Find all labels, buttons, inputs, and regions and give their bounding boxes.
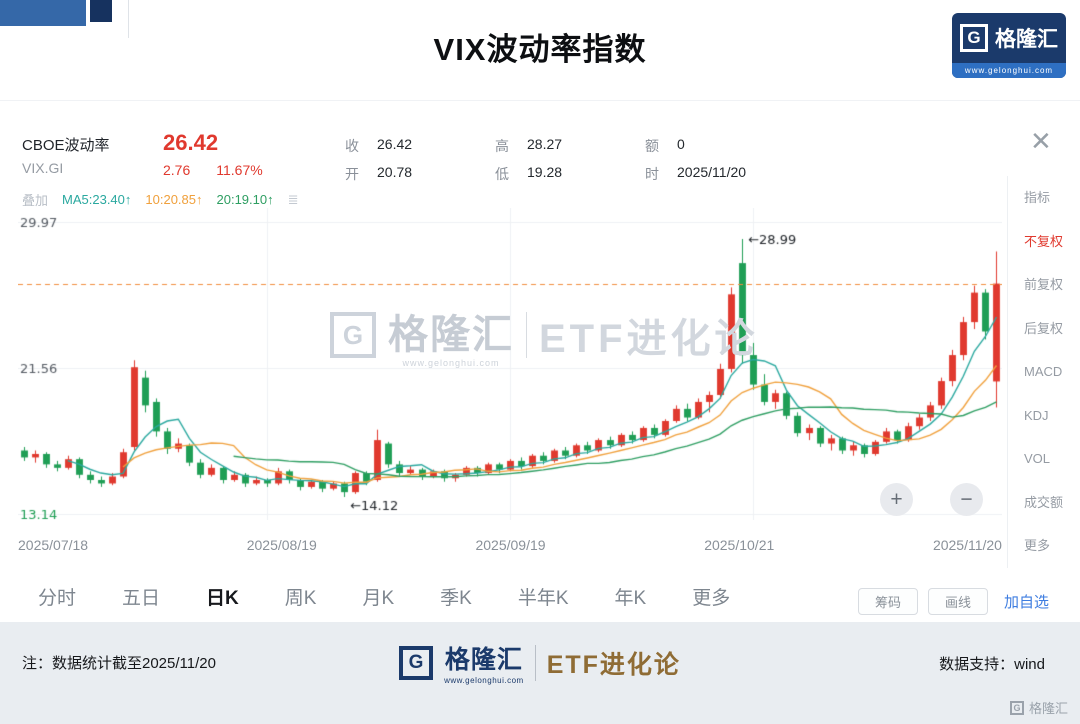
last-price: 26.42: [163, 130, 219, 155]
footer-note: 注：数据统计截至2025/11/20: [22, 655, 216, 672]
logo-url-text: www.gelonghui.com: [952, 63, 1066, 78]
sidebar-item-forward-adjust[interactable]: 前复权: [1024, 277, 1064, 292]
sidebar-item-backward-adjust[interactable]: 后复权: [1024, 320, 1064, 336]
x-tick: 2025/08/19: [246, 537, 317, 553]
candlestick-chart[interactable]: [18, 208, 1002, 520]
tab-daily-k[interactable]: 日K: [206, 588, 239, 609]
sidebar-item-indicator[interactable]: 指标: [1024, 190, 1051, 205]
gelonghui-logo: G 格隆汇 www.gelonghui.com: [952, 13, 1066, 78]
sidebar-item-vol[interactable]: VOL: [1024, 451, 1051, 466]
zoom-in-button[interactable]: +: [880, 483, 913, 516]
data-support: 数据支持：wind: [939, 656, 1045, 673]
footer-divider: [534, 644, 536, 681]
header-decoration-divider: [128, 0, 129, 38]
sidebar-item-more[interactable]: 更多: [1024, 538, 1051, 553]
gelonghui-g-icon: G: [960, 24, 988, 52]
tab-five-day[interactable]: 五日: [122, 588, 161, 609]
field-label: 开: [345, 166, 359, 182]
field-value: 28.27: [527, 136, 563, 152]
page-title: VIX波动率指数: [433, 32, 647, 67]
field-label: 高: [495, 138, 509, 154]
field-value: 19.28: [527, 164, 563, 180]
mini-g-icon: G: [1009, 700, 1024, 715]
sidebar-item-no-adjust[interactable]: 不复权: [1024, 233, 1064, 249]
instrument-code: VIX.GI: [22, 160, 64, 176]
tab-weekly-k[interactable]: 周K: [284, 588, 317, 609]
draw-line-button[interactable]: 画线: [928, 588, 988, 615]
close-icon[interactable]: ✕: [1030, 126, 1052, 156]
change-value: 2.76: [163, 162, 191, 178]
field-value: 0: [677, 136, 685, 152]
tab-quarterly-k[interactable]: 季K: [440, 588, 472, 609]
tab-monthly-k[interactable]: 月K: [362, 588, 395, 609]
footer-etf: ETF进化论: [546, 650, 681, 679]
ma5-label: MA5:23.40↑: [62, 192, 132, 207]
change-percent: 11.67%: [216, 162, 263, 178]
quote-column-1: 收 26.42 开 20.78: [345, 136, 412, 184]
mini-brand: 格隆汇: [1028, 701, 1068, 716]
ma20-label: 20:19.10↑: [216, 192, 274, 207]
field-label: 收: [345, 138, 359, 154]
footer-mini-logo: G 格隆汇: [1009, 698, 1068, 717]
price-change: 2.76 11.67%: [163, 162, 263, 178]
instrument-name: CBOE波动率: [22, 137, 110, 154]
x-axis-labels: 2025/07/18 2025/08/19 2025/09/19 2025/10…: [18, 537, 1002, 553]
chips-button[interactable]: 筹码: [858, 588, 918, 615]
indicator-sidebar: 指标 不复权 前复权 后复权 MACD KDJ VOL 成交额 更多: [1007, 176, 1080, 568]
header-decoration-bar: [0, 0, 86, 26]
field-value: 2025/11/20: [677, 164, 747, 180]
tab-half-year-k[interactable]: 半年K: [517, 588, 569, 609]
footer: 注：数据统计截至2025/11/20 数据支持：wind G 格隆汇 www.g…: [0, 622, 1080, 724]
logo-brand-text: 格隆汇: [995, 28, 1058, 51]
field-label: 低: [495, 166, 509, 182]
ma10-label: 10:20.85↑: [145, 192, 203, 207]
quote-column-3: 额 0 时 2025/11/20: [645, 136, 746, 184]
footer-brand-block: G 格隆汇 www.gelonghui.com ETF进化论: [0, 640, 1080, 685]
tab-intraday[interactable]: 分时: [38, 588, 77, 609]
add-watchlist-button[interactable]: 加自选: [1004, 594, 1050, 611]
sidebar-item-turnover[interactable]: 成交额: [1024, 494, 1064, 510]
overlay-settings-icon[interactable]: ≣: [287, 191, 299, 207]
x-tick: 2025/11/20: [932, 537, 1002, 553]
field-label: 时: [645, 166, 659, 182]
field-label: 额: [645, 138, 659, 154]
ma-overlay-row: 叠加 MA5:23.40↑ 10:20.85↑ 20:19.10↑ ≣: [22, 190, 299, 209]
footer-g-icon: G: [399, 645, 434, 680]
tab-more[interactable]: 更多: [692, 588, 731, 609]
sidebar-item-kdj[interactable]: KDJ: [1024, 407, 1049, 423]
footer-url: www.gelonghui.com: [444, 676, 524, 685]
footer-brand: 格隆汇: [444, 646, 523, 674]
period-tabbar: 分时 五日 日K 周K 月K 季K 半年K 年K 更多: [38, 583, 730, 610]
sidebar-item-macd[interactable]: MACD: [1024, 364, 1063, 379]
field-value: 20.78: [377, 164, 413, 180]
x-tick: 2025/09/19: [475, 537, 546, 553]
overlay-label[interactable]: 叠加: [22, 193, 49, 208]
header-separator: [0, 100, 1080, 101]
x-tick: 2025/07/18: [18, 537, 89, 553]
header-decoration-square: [90, 0, 112, 22]
field-value: 26.42: [377, 136, 413, 152]
x-tick: 2025/10/21: [704, 537, 775, 553]
zoom-out-button[interactable]: −: [950, 483, 983, 516]
tab-yearly-k[interactable]: 年K: [614, 588, 647, 609]
quote-column-2: 高 28.27 低 19.28: [495, 136, 562, 184]
